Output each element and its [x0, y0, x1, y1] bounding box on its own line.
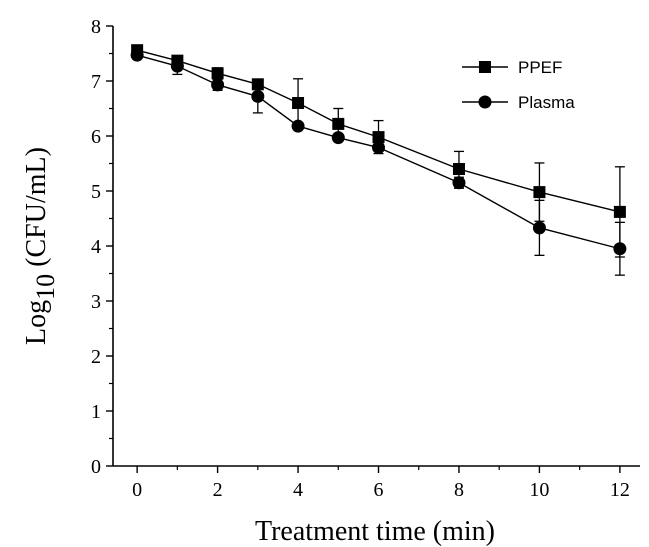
x-axis-ticks: 0 2 4 6 8 10 12: [132, 466, 630, 501]
data-point-plasma: [532, 221, 546, 235]
y-tick-label: 3: [91, 291, 101, 313]
y-axis-title-prefix: Log: [21, 300, 52, 345]
x-tick-label: 8: [454, 479, 464, 501]
data-point-ppef: [452, 163, 465, 175]
data-point-plasma: [130, 48, 144, 62]
data-point-plasma: [251, 89, 265, 103]
y-tick-label: 8: [91, 16, 101, 38]
data-point-ppef: [533, 186, 546, 199]
data-point-plasma: [613, 242, 627, 256]
data-point-ppef: [372, 131, 385, 144]
data-point-ppef: [211, 67, 224, 80]
y-axis-ticks: 0 1 2 3 4 5 6 7 8: [91, 16, 113, 478]
x-tick-label: 2: [213, 479, 223, 501]
data-point-ppef: [292, 97, 305, 109]
y-tick-label: 1: [91, 401, 101, 423]
data-point-plasma: [452, 176, 466, 190]
plot-area: [130, 44, 627, 276]
y-tick-label: 5: [91, 181, 101, 203]
data-point-plasma: [331, 131, 345, 145]
y-axis-title-subscript: 10: [31, 274, 60, 300]
data-point-plasma: [211, 78, 225, 92]
series-plasma: [130, 48, 627, 276]
x-tick-label: 10: [529, 479, 549, 501]
data-point-ppef: [332, 117, 345, 130]
legend-label-plasma: Plasma: [518, 93, 575, 112]
legend: PPEF Plasma: [462, 58, 575, 112]
x-tick-label: 0: [132, 479, 142, 501]
x-tick-label: 4: [293, 479, 303, 501]
legend-label-ppef: PPEF: [518, 58, 562, 77]
series-line-plasma: [136, 54, 621, 250]
legend-item-ppef: PPEF: [462, 58, 562, 77]
data-point-plasma: [372, 141, 386, 155]
x-axis-title: Treatment time (min): [255, 516, 495, 547]
y-tick-label: 4: [91, 236, 101, 258]
y-axis-title: Log10 (CFU/mL): [21, 147, 60, 345]
x-tick-label: 6: [374, 479, 384, 501]
legend-marker-plasma: [478, 95, 492, 109]
data-point-ppef: [613, 205, 626, 218]
legend-marker-ppef: [479, 61, 491, 73]
x-tick-label: 12: [610, 479, 630, 501]
data-point-plasma: [291, 119, 305, 133]
y-tick-label: 0: [91, 456, 101, 478]
legend-item-plasma: Plasma: [462, 93, 575, 112]
series-line-ppef: [136, 49, 621, 213]
y-tick-label: 7: [91, 71, 101, 93]
data-point-plasma: [170, 59, 184, 73]
y-axis-title-suffix: (CFU/mL): [21, 147, 52, 274]
y-tick-label: 6: [91, 126, 101, 148]
y-tick-label: 2: [91, 346, 101, 368]
